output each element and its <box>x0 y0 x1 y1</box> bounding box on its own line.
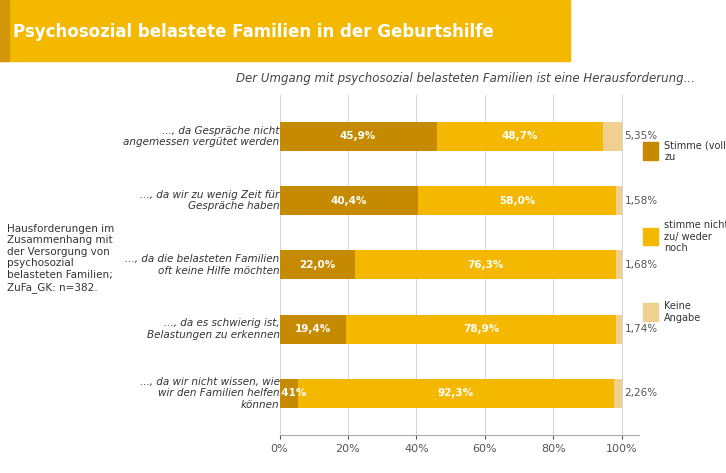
Text: Psychosozial belastete Familien in der Geburtshilfe: Psychosozial belastete Familien in der G… <box>13 23 494 41</box>
Text: ..., da die belasteten Familien
oft keine Hilfe möchten: ..., da die belasteten Familien oft kein… <box>126 254 280 276</box>
Bar <box>614 379 621 408</box>
Bar <box>280 186 417 215</box>
Text: stimme nicht
zu/ weder
noch: stimme nicht zu/ weder noch <box>664 220 726 253</box>
Text: 40,4%: 40,4% <box>330 196 367 206</box>
Text: Stimme (voll)
zu: Stimme (voll) zu <box>664 140 726 162</box>
Bar <box>0 0 570 61</box>
Text: ..., da es schwierig ist,
Belastungen zu erkennen: ..., da es schwierig ist, Belastungen zu… <box>147 318 280 340</box>
Text: 48,7%: 48,7% <box>502 131 538 141</box>
Bar <box>436 122 603 151</box>
Bar <box>616 250 621 280</box>
Bar <box>280 250 355 280</box>
Bar <box>603 122 621 151</box>
Text: Der Umgang mit psychosozial belasteten Familien ist eine Herausforderung...: Der Umgang mit psychosozial belasteten F… <box>236 71 695 85</box>
Text: 1,68%: 1,68% <box>624 260 658 270</box>
Bar <box>616 315 622 343</box>
Text: 78,9%: 78,9% <box>462 324 499 334</box>
Text: 45,9%: 45,9% <box>340 131 376 141</box>
Bar <box>280 122 436 151</box>
Text: 76,3%: 76,3% <box>468 260 504 270</box>
Bar <box>616 186 621 215</box>
Text: 1,74%: 1,74% <box>624 324 658 334</box>
Text: 19,4%: 19,4% <box>295 324 331 334</box>
Text: 5,41%: 5,41% <box>271 388 307 398</box>
Text: Hausforderungen im
Zusammenhang mit
der Versorgung von
psychosozial
belasteten F: Hausforderungen im Zusammenhang mit der … <box>7 224 114 292</box>
Text: 2,26%: 2,26% <box>624 388 658 398</box>
Bar <box>280 379 298 408</box>
Bar <box>346 315 616 343</box>
Text: ..., da wir nicht wissen, wie
wir den Familien helfen
können: ..., da wir nicht wissen, wie wir den Fa… <box>139 377 280 410</box>
Text: Keine
Angabe: Keine Angabe <box>664 301 701 323</box>
Bar <box>298 379 614 408</box>
Text: ..., da wir zu wenig Zeit für
Gespräche haben: ..., da wir zu wenig Zeit für Gespräche … <box>140 190 280 211</box>
Text: 92,3%: 92,3% <box>438 388 474 398</box>
Bar <box>355 250 616 280</box>
Bar <box>0 0 9 61</box>
Bar <box>280 315 346 343</box>
Text: 1,58%: 1,58% <box>624 196 658 206</box>
Text: 5,35%: 5,35% <box>624 131 658 141</box>
Text: ..., da Gespräche nicht
angemessen vergütet werden: ..., da Gespräche nicht angemessen vergü… <box>123 125 280 147</box>
Text: 22,0%: 22,0% <box>299 260 335 270</box>
Text: 58,0%: 58,0% <box>499 196 535 206</box>
Bar <box>417 186 616 215</box>
